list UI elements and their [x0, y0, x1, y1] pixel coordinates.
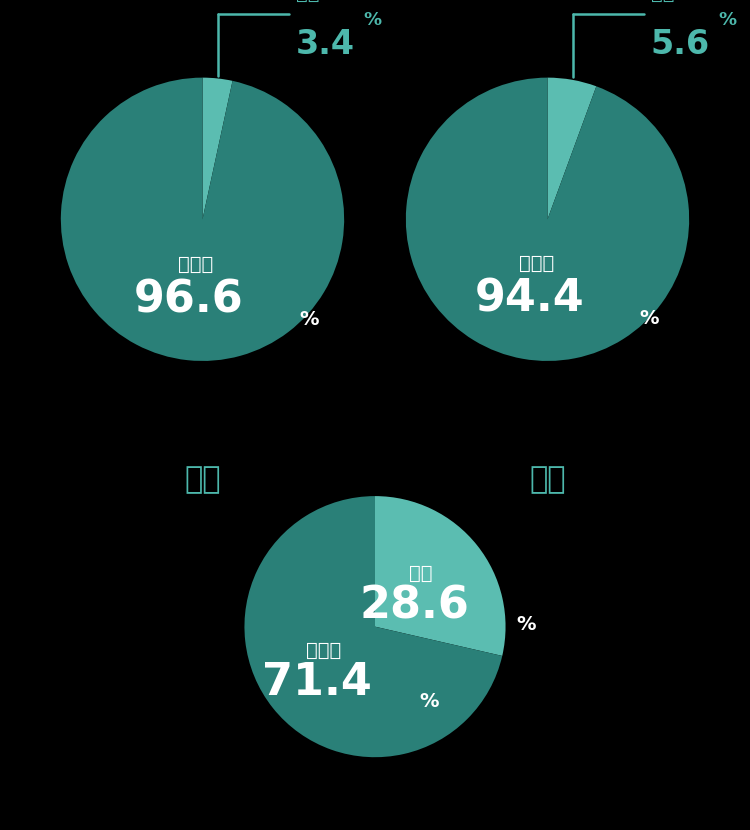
Text: はい: はい: [651, 0, 674, 2]
Text: %: %: [419, 691, 439, 710]
Text: 女性: 女性: [530, 465, 566, 494]
Text: いいえ: いいえ: [178, 255, 213, 274]
Text: はい: はい: [410, 564, 433, 583]
Text: 96.6: 96.6: [134, 278, 244, 321]
Text: 28.6: 28.6: [359, 584, 470, 627]
Wedge shape: [548, 78, 596, 219]
Text: %: %: [516, 614, 536, 633]
Text: 71.4: 71.4: [262, 662, 372, 705]
Text: 男性: 男性: [184, 465, 220, 494]
Wedge shape: [244, 496, 502, 757]
Text: %: %: [640, 310, 659, 329]
Text: %: %: [718, 11, 736, 29]
Text: %: %: [299, 310, 319, 329]
Wedge shape: [406, 78, 689, 361]
Text: 5.6: 5.6: [651, 28, 710, 61]
Wedge shape: [375, 496, 506, 656]
Wedge shape: [202, 78, 232, 219]
Text: 3.4: 3.4: [296, 28, 355, 61]
Text: いいえ: いいえ: [519, 254, 554, 273]
Text: はい: はい: [296, 0, 320, 2]
Text: いいえ: いいえ: [306, 641, 341, 660]
Wedge shape: [61, 78, 344, 361]
Text: %: %: [364, 11, 382, 29]
Text: 94.4: 94.4: [475, 277, 584, 320]
